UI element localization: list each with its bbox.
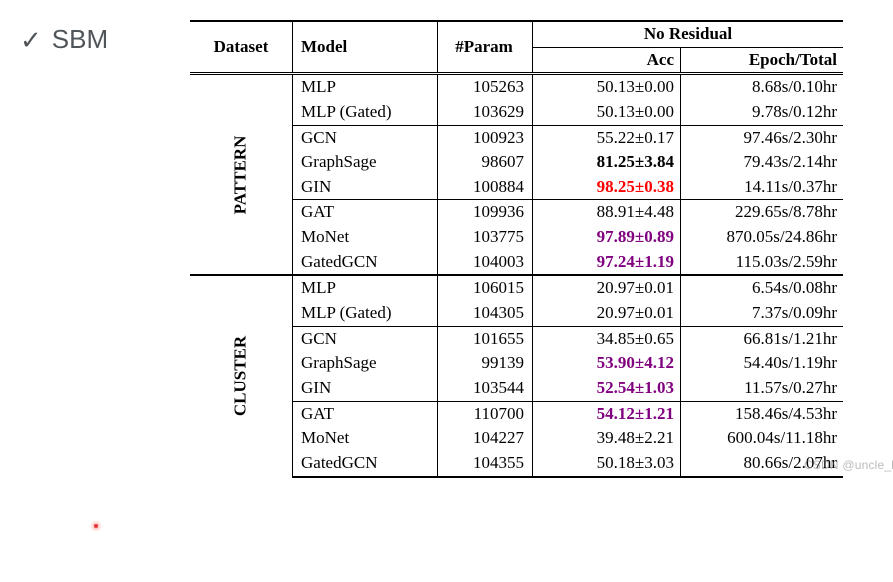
checkmark-icon: ✓ <box>20 27 42 53</box>
laser-pointer-icon <box>90 520 102 532</box>
epoch-cell: 229.65s/8.78hr <box>681 200 844 225</box>
param-cell: 103544 <box>438 376 533 401</box>
epoch-cell: 6.54s/0.08hr <box>681 275 844 301</box>
acc-cell: 39.48±2.21 <box>533 426 681 451</box>
model-cell: MoNet <box>293 426 438 451</box>
header-dataset: Dataset <box>190 21 293 74</box>
acc-cell: 97.24±1.19 <box>533 250 681 276</box>
acc-cell: 54.12±1.21 <box>533 401 681 426</box>
param-cell: 98607 <box>438 150 533 175</box>
epoch-cell: 115.03s/2.59hr <box>681 250 844 276</box>
param-cell: 104355 <box>438 451 533 477</box>
epoch-cell: 8.68s/0.10hr <box>681 74 844 100</box>
param-cell: 104227 <box>438 426 533 451</box>
acc-cell: 98.25±0.38 <box>533 175 681 200</box>
epoch-cell: 97.46s/2.30hr <box>681 125 844 150</box>
param-cell: 101655 <box>438 326 533 351</box>
epoch-cell: 9.78s/0.12hr <box>681 100 844 125</box>
param-cell: 110700 <box>438 401 533 426</box>
param-cell: 104003 <box>438 250 533 276</box>
acc-cell: 88.91±4.48 <box>533 200 681 225</box>
model-cell: GatedGCN <box>293 451 438 477</box>
param-cell: 99139 <box>438 351 533 376</box>
header-acc: Acc <box>533 47 681 74</box>
acc-cell: 50.13±0.00 <box>533 74 681 100</box>
param-cell: 103629 <box>438 100 533 125</box>
acc-cell: 97.89±0.89 <box>533 225 681 250</box>
param-cell: 106015 <box>438 275 533 301</box>
acc-cell: 34.85±0.65 <box>533 326 681 351</box>
model-cell: MLP (Gated) <box>293 301 438 326</box>
header-model: Model <box>293 21 438 74</box>
epoch-cell: 11.57s/0.27hr <box>681 376 844 401</box>
model-cell: GraphSage <box>293 150 438 175</box>
header-noresidual: No Residual <box>533 21 844 47</box>
section-heading: ✓ SBM <box>20 24 190 55</box>
model-cell: GAT <box>293 401 438 426</box>
epoch-cell: 79.43s/2.14hr <box>681 150 844 175</box>
epoch-cell: 14.11s/0.37hr <box>681 175 844 200</box>
acc-cell: 55.22±0.17 <box>533 125 681 150</box>
model-cell: GAT <box>293 200 438 225</box>
model-cell: GIN <box>293 376 438 401</box>
param-cell: 103775 <box>438 225 533 250</box>
watermark-text: CSDN @uncle_ll <box>804 458 893 472</box>
table-body: PATTERNMLP10526350.13±0.008.68s/0.10hrML… <box>190 74 843 477</box>
model-cell: MLP <box>293 74 438 100</box>
section-heading-label: SBM <box>52 24 108 55</box>
epoch-cell: 870.05s/24.86hr <box>681 225 844 250</box>
dataset-label: PATTERN <box>190 74 293 276</box>
acc-cell: 20.97±0.01 <box>533 275 681 301</box>
param-cell: 109936 <box>438 200 533 225</box>
model-cell: GCN <box>293 125 438 150</box>
model-cell: GatedGCN <box>293 250 438 276</box>
model-cell: MLP <box>293 275 438 301</box>
header-param: #Param <box>438 21 533 74</box>
model-cell: MLP (Gated) <box>293 100 438 125</box>
epoch-cell: 7.37s/0.09hr <box>681 301 844 326</box>
acc-cell: 50.18±3.03 <box>533 451 681 477</box>
model-cell: GraphSage <box>293 351 438 376</box>
param-cell: 100884 <box>438 175 533 200</box>
acc-cell: 50.13±0.00 <box>533 100 681 125</box>
header-epoch: Epoch/Total <box>681 47 844 74</box>
dataset-label: CLUSTER <box>190 275 293 476</box>
acc-cell: 53.90±4.12 <box>533 351 681 376</box>
model-cell: GCN <box>293 326 438 351</box>
model-cell: GIN <box>293 175 438 200</box>
param-cell: 104305 <box>438 301 533 326</box>
epoch-cell: 66.81s/1.21hr <box>681 326 844 351</box>
model-cell: MoNet <box>293 225 438 250</box>
epoch-cell: 54.40s/1.19hr <box>681 351 844 376</box>
acc-cell: 52.54±1.03 <box>533 376 681 401</box>
epoch-cell: 600.04s/11.18hr <box>681 426 844 451</box>
results-table: Dataset Model #Param No Residual Acc Epo… <box>190 20 843 478</box>
param-cell: 105263 <box>438 74 533 100</box>
acc-cell: 81.25±3.84 <box>533 150 681 175</box>
epoch-cell: 158.46s/4.53hr <box>681 401 844 426</box>
acc-cell: 20.97±0.01 <box>533 301 681 326</box>
param-cell: 100923 <box>438 125 533 150</box>
